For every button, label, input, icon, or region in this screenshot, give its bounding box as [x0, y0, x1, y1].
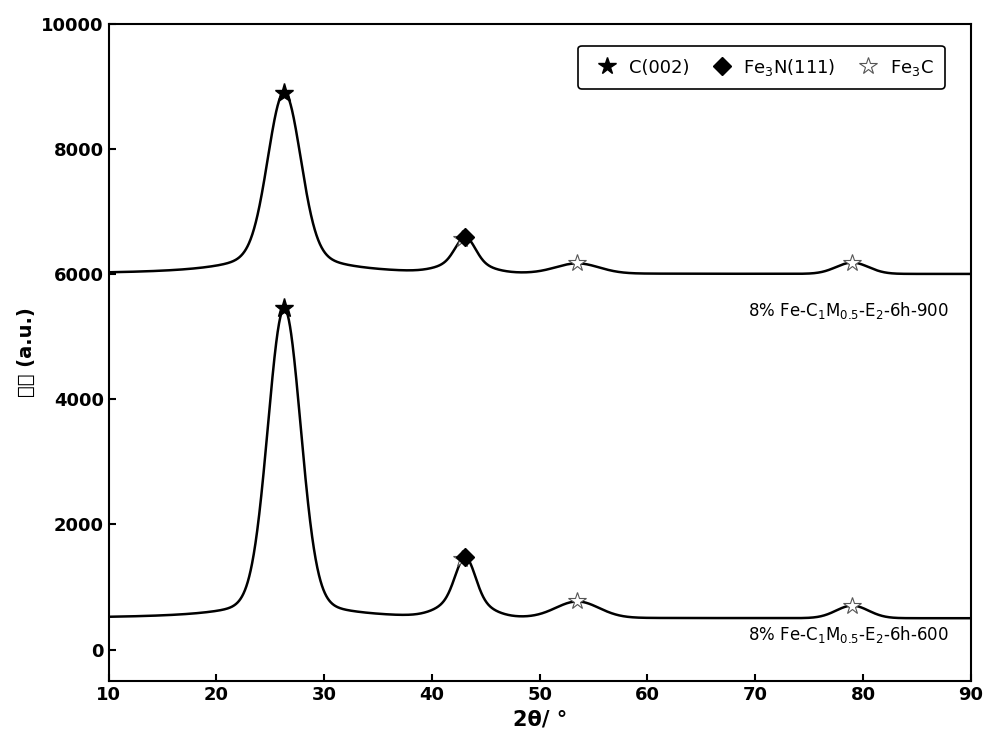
Text: 8% Fe-C$_1$M$_{0.5}$-E$_2$-6h-900: 8% Fe-C$_1$M$_{0.5}$-E$_2$-6h-900	[748, 301, 949, 322]
Legend: C(002), Fe$_3$N(111), Fe$_3$C: C(002), Fe$_3$N(111), Fe$_3$C	[578, 46, 945, 89]
Y-axis label: 强度 (a.u.): 强度 (a.u.)	[17, 307, 36, 397]
X-axis label: 2θ/ °: 2θ/ °	[513, 709, 567, 730]
Text: 8% Fe-C$_1$M$_{0.5}$-E$_2$-6h-600: 8% Fe-C$_1$M$_{0.5}$-E$_2$-6h-600	[748, 624, 949, 645]
